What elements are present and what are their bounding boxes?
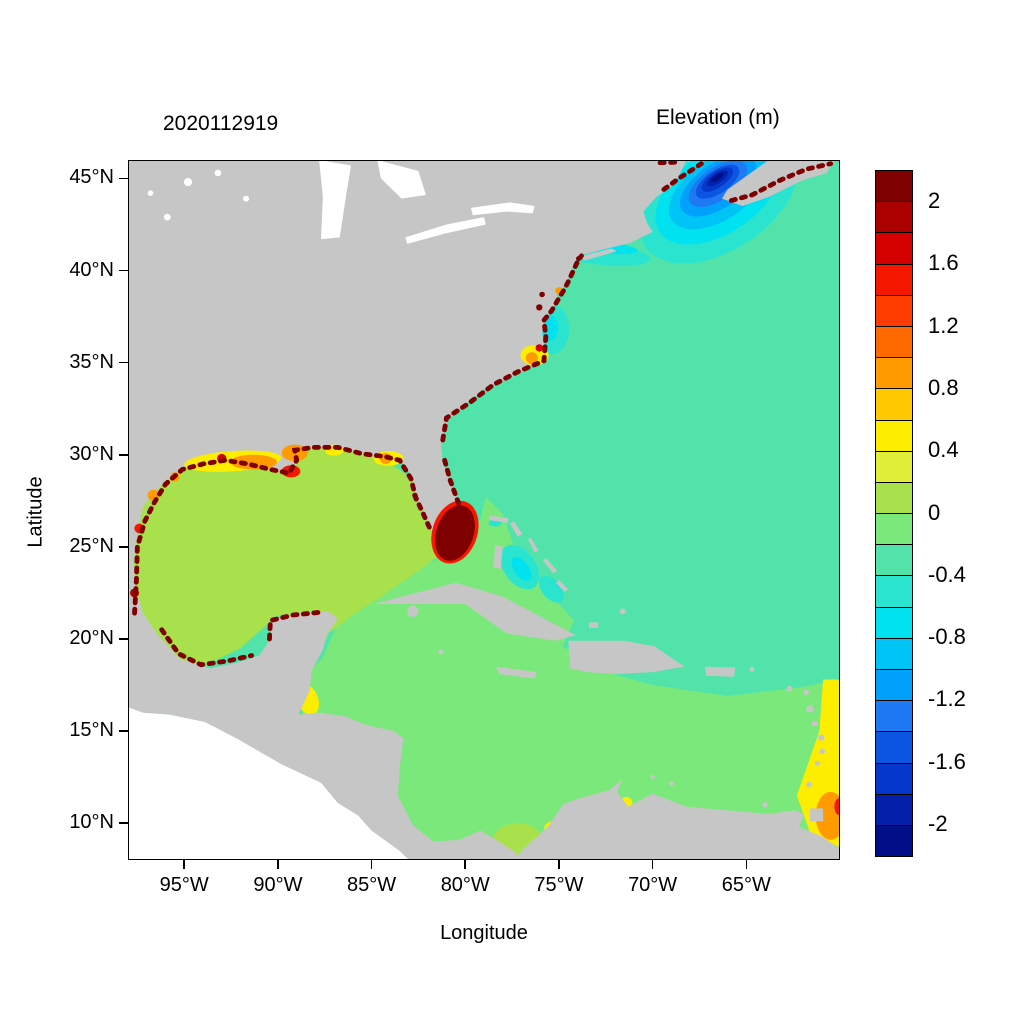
y-tick-label: 20°N: [69, 626, 114, 649]
colorbar-tick-label: -2: [928, 810, 948, 836]
y-tick-label: 45°N: [69, 166, 114, 189]
colorbar-tick-label: 1.6: [928, 250, 959, 276]
colorbar-tick-label: -1.6: [928, 748, 966, 774]
trinidad: [810, 808, 824, 822]
colorbar-cell: [876, 450, 912, 482]
colorbar-cell: [876, 263, 912, 295]
coastal-speckle-fringes: [132, 160, 834, 668]
x-tick-mark: [745, 860, 748, 869]
long-island: [579, 248, 618, 261]
caribbean-green-region: [296, 497, 840, 857]
coastline-contour-map: [128, 160, 840, 860]
colorbar-title: Elevation (m): [656, 106, 780, 129]
south-america-landmass: [513, 778, 840, 860]
x-tick-mark: [183, 860, 185, 869]
colorbar-cell: [876, 325, 912, 358]
y-tick-label: 30°N: [69, 442, 114, 465]
small-islands: [407, 605, 826, 808]
lake-erie: [405, 217, 486, 244]
x-tick-label: 95°W: [159, 874, 209, 896]
x-tick-mark: [370, 860, 373, 869]
jamaica: [496, 666, 537, 679]
north-america-landmass: [128, 160, 687, 860]
y-tick-mark: [119, 177, 128, 180]
colorbar-cell: [876, 669, 912, 701]
colorbar-tick-label: -0.4: [928, 561, 966, 587]
y-tick-label: 15°N: [69, 719, 114, 742]
x-tick-label: 70°W: [628, 874, 678, 896]
map-plot-area: [128, 160, 840, 860]
lake-ontario: [470, 202, 535, 216]
x-tick-label: 75°W: [534, 874, 584, 896]
bay-of-fundy-minimum: [638, 160, 799, 264]
land-masses: [128, 160, 840, 860]
colorbar-cell: [876, 481, 912, 514]
colorbar-tick-label: 1.2: [928, 312, 959, 338]
colorbar-cell: [876, 637, 912, 669]
x-tick-label: 90°W: [253, 874, 303, 896]
cuba: [373, 582, 576, 641]
x-tick-label: 85°W: [347, 874, 397, 896]
colorbar-cell: [876, 419, 912, 451]
edge-red-spot: [834, 798, 840, 815]
colorbar-tick-label: 2: [928, 188, 941, 214]
y-tick-mark: [119, 730, 128, 732]
y-tick-label: 10°N: [69, 811, 114, 834]
colorbar-cell: [876, 575, 912, 607]
colorbar-cell: [876, 793, 912, 825]
colorbar: [875, 170, 913, 857]
y-tick-mark: [119, 269, 128, 272]
x-tick-label: 80°W: [440, 874, 490, 896]
x-tick-mark: [464, 860, 467, 869]
colorbar-cell: [876, 171, 912, 202]
x-tick-mark: [558, 860, 560, 869]
y-tick-label: 40°N: [69, 258, 114, 281]
colorbar-cell: [876, 731, 912, 763]
colorbar-cell: [876, 606, 912, 638]
datestamp-title: 2020112919: [163, 112, 279, 135]
south-florida-max-core: [435, 505, 475, 561]
colorbar-tick-label: 0.8: [928, 374, 959, 400]
x-tick-mark: [277, 860, 279, 869]
colorbar-cell: [876, 201, 912, 233]
y-tick-mark: [119, 361, 128, 364]
bahamas-islands: [489, 515, 626, 628]
y-tick-mark: [119, 822, 128, 824]
trinidad-orange-patch: [815, 791, 840, 840]
colorbar-cell: [876, 762, 912, 794]
y-tick-mark: [119, 453, 128, 456]
colorbar-cell: [876, 232, 912, 264]
colorbar-cell: [876, 700, 912, 732]
y-tick-mark: [119, 546, 128, 548]
x-tick-label: 65°W: [721, 874, 771, 896]
colorbar-tick-label: -0.8: [928, 624, 966, 650]
gulf-of-mexico-region: [128, 436, 447, 676]
y-tick-mark: [119, 638, 128, 640]
pacific-no-data-region: [128, 707, 410, 860]
lake-huron: [377, 160, 426, 199]
colorbar-tick-label: -1.2: [928, 686, 966, 712]
y-tick-label: 25°N: [69, 534, 114, 557]
lake-michigan: [319, 160, 351, 240]
colorbar-cell: [876, 824, 912, 857]
hispaniola: [568, 640, 685, 674]
great-lakes: [147, 160, 535, 244]
colorbar-cell: [876, 513, 912, 545]
colorbar-cell: [876, 294, 912, 326]
colorbar-cell: [876, 544, 912, 576]
colorbar-tick-label: 0.4: [928, 437, 959, 463]
x-axis-label: Longitude: [440, 922, 528, 944]
x-tick-mark: [651, 860, 654, 869]
puerto-rico: [705, 666, 736, 677]
y-tick-label: 35°N: [69, 350, 114, 373]
colorbar-cell: [876, 357, 912, 389]
colorbar-cell: [876, 388, 912, 420]
colorbar-tick-label: 0: [928, 499, 941, 525]
